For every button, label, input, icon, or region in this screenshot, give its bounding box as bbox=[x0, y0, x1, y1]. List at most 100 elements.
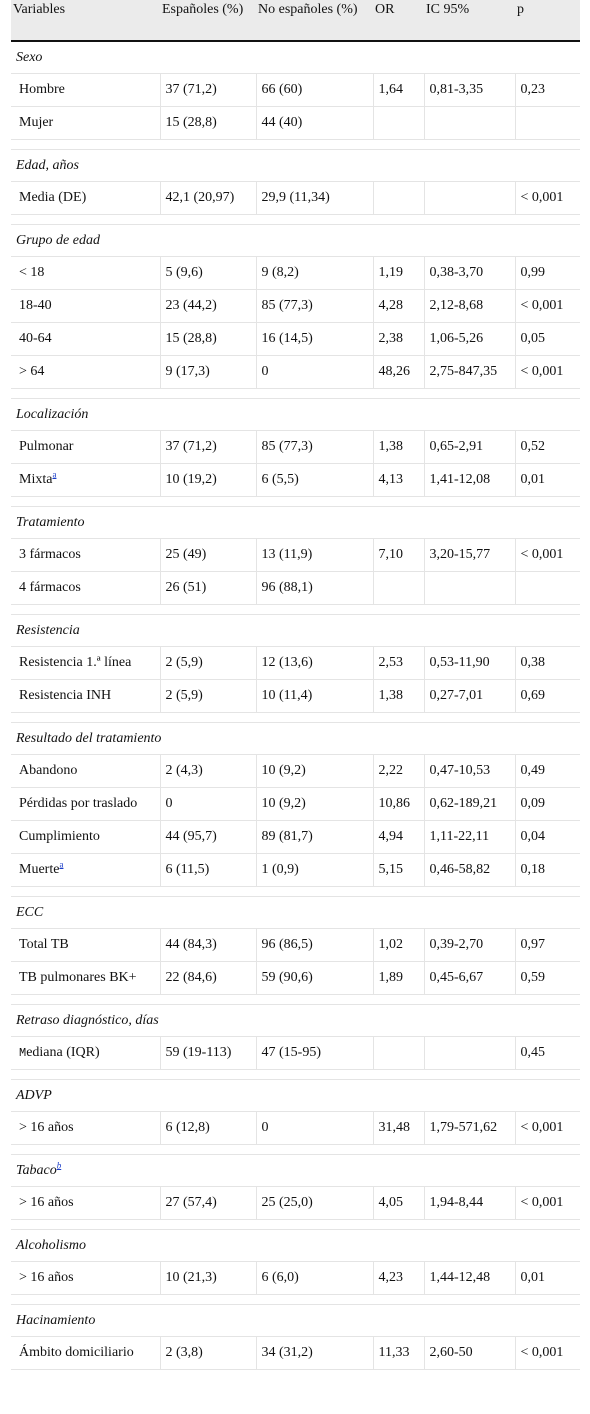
section-header-row: Localización bbox=[11, 398, 580, 431]
table-cell: 2 (3,8) bbox=[160, 1336, 257, 1370]
section-header-row: ECC bbox=[11, 896, 580, 929]
table-cell: 48,26 bbox=[373, 355, 425, 389]
table-cell: 0 bbox=[160, 787, 257, 821]
section-title: Resultado del tratamiento bbox=[11, 722, 580, 755]
table-row: Pérdidas por traslado 0 10 (9,2) 10,86 0,62-… bbox=[11, 787, 580, 821]
table-cell: 11,33 bbox=[373, 1336, 425, 1370]
table-cell bbox=[373, 106, 425, 140]
table-row: Mediana (IQR) 59 (19-113) 47 (15-95) 0,45 bbox=[11, 1036, 580, 1070]
table-row: < 18 5 (9,6) 9 (8,2) 1,19 0,38-3,70 0,99 bbox=[11, 256, 580, 290]
table-cell: 5,15 bbox=[373, 853, 425, 887]
table-cell: 6 (12,8) bbox=[160, 1111, 257, 1145]
table-cell: 0,69 bbox=[515, 679, 580, 713]
table-cell bbox=[424, 1036, 516, 1070]
table-cell: 7,10 bbox=[373, 538, 425, 572]
table-row: Muertea 6 (11,5) 1 (0,9) 5,15 0,46-58,82 0,18 bbox=[11, 853, 580, 887]
table-cell: 9 (17,3) bbox=[160, 355, 257, 389]
table-cell: 37 (71,2) bbox=[160, 73, 257, 107]
table-cell: 96 (86,5) bbox=[256, 928, 374, 962]
header-row: Variables Españoles (%) No españoles (%)… bbox=[11, 0, 580, 42]
section-title: Edad, años bbox=[11, 149, 580, 182]
section-spacer bbox=[11, 604, 580, 615]
table-cell: 4,05 bbox=[373, 1186, 425, 1220]
row-label: Abandono bbox=[11, 754, 161, 788]
header-no-espanoles: No españoles (%) bbox=[256, 0, 373, 42]
table-row: 18-40 23 (44,2) 85 (77,3) 4,28 2,12-8,68 < 0,… bbox=[11, 289, 580, 323]
section-title: Localización bbox=[11, 398, 580, 431]
table-cell: 44 (84,3) bbox=[160, 928, 257, 962]
data-table: Variables Españoles (%) No españoles (%)… bbox=[11, 0, 580, 1370]
section-spacer bbox=[11, 1069, 580, 1080]
section-header-row: Alcoholismo bbox=[11, 1229, 580, 1262]
section-spacer bbox=[11, 712, 580, 723]
table-cell: 3,20-15,77 bbox=[424, 538, 516, 572]
table-cell: 0,27-7,01 bbox=[424, 679, 516, 713]
row-label: < 18 bbox=[11, 256, 161, 290]
table-cell: 44 (95,7) bbox=[160, 820, 257, 854]
table-cell: 0,38 bbox=[515, 646, 580, 680]
table-row: > 64 9 (17,3) 0 48,26 2,75-847,35 < 0,001 bbox=[11, 355, 580, 389]
table-cell: 0,04 bbox=[515, 820, 580, 854]
footnote-link[interactable]: b bbox=[56, 1160, 62, 1171]
row-label: Ámbito domiciliario bbox=[11, 1336, 161, 1370]
section-title: Resistencia bbox=[11, 614, 580, 647]
table-cell: 12 (13,6) bbox=[256, 646, 374, 680]
row-label: Total TB bbox=[11, 928, 161, 962]
table-row: Pulmonar 37 (71,2) 85 (77,3) 1,38 0,65-2,91 0… bbox=[11, 430, 580, 464]
table-cell: 16 (14,5) bbox=[256, 322, 374, 356]
table-row: 40-64 15 (28,8) 16 (14,5) 2,38 1,06-5,26 0,05 bbox=[11, 322, 580, 356]
row-label: Pérdidas por traslado bbox=[11, 787, 161, 821]
table-cell: 25 (49) bbox=[160, 538, 257, 572]
section-spacer bbox=[11, 1294, 580, 1305]
table-cell: 5 (9,6) bbox=[160, 256, 257, 290]
table-cell: 15 (28,8) bbox=[160, 322, 257, 356]
row-label: Hombre bbox=[11, 73, 161, 107]
table-cell bbox=[424, 181, 516, 215]
table-cell bbox=[424, 106, 516, 140]
table-cell: 15 (28,8) bbox=[160, 106, 257, 140]
row-label: Mujer bbox=[11, 106, 161, 140]
table-cell: 0,49 bbox=[515, 754, 580, 788]
table-cell: 6 (5,5) bbox=[256, 463, 374, 497]
table-cell: 0,45-6,67 bbox=[424, 961, 516, 995]
table-cell: 10 (11,4) bbox=[256, 679, 374, 713]
table-cell: 1,38 bbox=[373, 430, 425, 464]
table-cell: 10,86 bbox=[373, 787, 425, 821]
row-label: > 16 años bbox=[11, 1186, 161, 1220]
table-cell: < 0,001 bbox=[515, 538, 580, 572]
table-cell: 0,09 bbox=[515, 787, 580, 821]
table-cell: 0,81-3,35 bbox=[424, 73, 516, 107]
table-row: Ámbito domiciliario 2 (3,8) 34 (31,2) 11,33… bbox=[11, 1336, 580, 1370]
table-row: Hombre 37 (71,2) 66 (60) 1,64 0,81-3,35 0,23 bbox=[11, 73, 580, 107]
row-label: TB pulmonares BK+ bbox=[11, 961, 161, 995]
section-header-row: Resistencia bbox=[11, 614, 580, 647]
section-title: Grupo de edad bbox=[11, 224, 580, 257]
table-cell: 85 (77,3) bbox=[256, 289, 374, 323]
footnote-link[interactable]: a bbox=[52, 469, 57, 480]
section-title: Hacinamiento bbox=[11, 1304, 580, 1337]
table-cell: < 0,001 bbox=[515, 1111, 580, 1145]
table-cell: 0,52 bbox=[515, 430, 580, 464]
section-header-row: Tratamiento bbox=[11, 506, 580, 539]
row-label: Resistencia 1.ª línea bbox=[11, 646, 161, 680]
table-cell: 2 (4,3) bbox=[160, 754, 257, 788]
table-cell: 0,46-58,82 bbox=[424, 853, 516, 887]
section-header-row: Resultado del tratamiento bbox=[11, 722, 580, 755]
table-cell: 9 (8,2) bbox=[256, 256, 374, 290]
table-row: 3 fármacos 25 (49) 13 (11,9) 7,10 3,20-15,77… bbox=[11, 538, 580, 572]
table-cell: 1,94-8,44 bbox=[424, 1186, 516, 1220]
section-title: Tratamiento bbox=[11, 506, 580, 539]
table-cell: 0 bbox=[256, 1111, 374, 1145]
section-spacer bbox=[11, 886, 580, 897]
table-cell: 0,38-3,70 bbox=[424, 256, 516, 290]
table-cell: 44 (40) bbox=[256, 106, 374, 140]
table-cell: 34 (31,2) bbox=[256, 1336, 374, 1370]
table-cell: 10 (9,2) bbox=[256, 787, 374, 821]
table-cell: 37 (71,2) bbox=[160, 430, 257, 464]
footnote-link[interactable]: a bbox=[59, 859, 64, 870]
table-cell: 1,11-22,11 bbox=[424, 820, 516, 854]
table-cell: 2,60-50 bbox=[424, 1336, 516, 1370]
row-label: Media (DE) bbox=[11, 181, 161, 215]
row-label: 4 fármacos bbox=[11, 571, 161, 605]
table-cell: 47 (15-95) bbox=[256, 1036, 374, 1070]
